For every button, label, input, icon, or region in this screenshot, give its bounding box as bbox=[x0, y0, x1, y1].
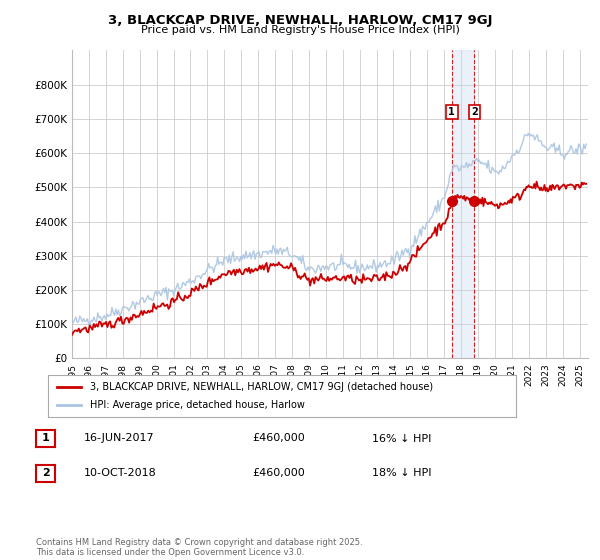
Text: Price paid vs. HM Land Registry's House Price Index (HPI): Price paid vs. HM Land Registry's House … bbox=[140, 25, 460, 35]
Text: 18% ↓ HPI: 18% ↓ HPI bbox=[372, 468, 431, 478]
Text: 1: 1 bbox=[42, 433, 49, 444]
Bar bbox=[452, 50, 475, 358]
Text: 1: 1 bbox=[448, 107, 455, 117]
Text: £460,000: £460,000 bbox=[252, 468, 305, 478]
Text: 3, BLACKCAP DRIVE, NEWHALL, HARLOW, CM17 9GJ: 3, BLACKCAP DRIVE, NEWHALL, HARLOW, CM17… bbox=[108, 14, 492, 27]
Text: 10-OCT-2018: 10-OCT-2018 bbox=[84, 468, 157, 478]
Text: 16% ↓ HPI: 16% ↓ HPI bbox=[372, 433, 431, 444]
Text: 16-JUN-2017: 16-JUN-2017 bbox=[84, 433, 155, 444]
Text: 2: 2 bbox=[42, 468, 49, 478]
Text: 3, BLACKCAP DRIVE, NEWHALL, HARLOW, CM17 9GJ (detached house): 3, BLACKCAP DRIVE, NEWHALL, HARLOW, CM17… bbox=[90, 382, 433, 392]
Text: Contains HM Land Registry data © Crown copyright and database right 2025.
This d: Contains HM Land Registry data © Crown c… bbox=[36, 538, 362, 557]
Text: HPI: Average price, detached house, Harlow: HPI: Average price, detached house, Harl… bbox=[90, 400, 305, 410]
Text: 2: 2 bbox=[471, 107, 478, 117]
Text: £460,000: £460,000 bbox=[252, 433, 305, 444]
